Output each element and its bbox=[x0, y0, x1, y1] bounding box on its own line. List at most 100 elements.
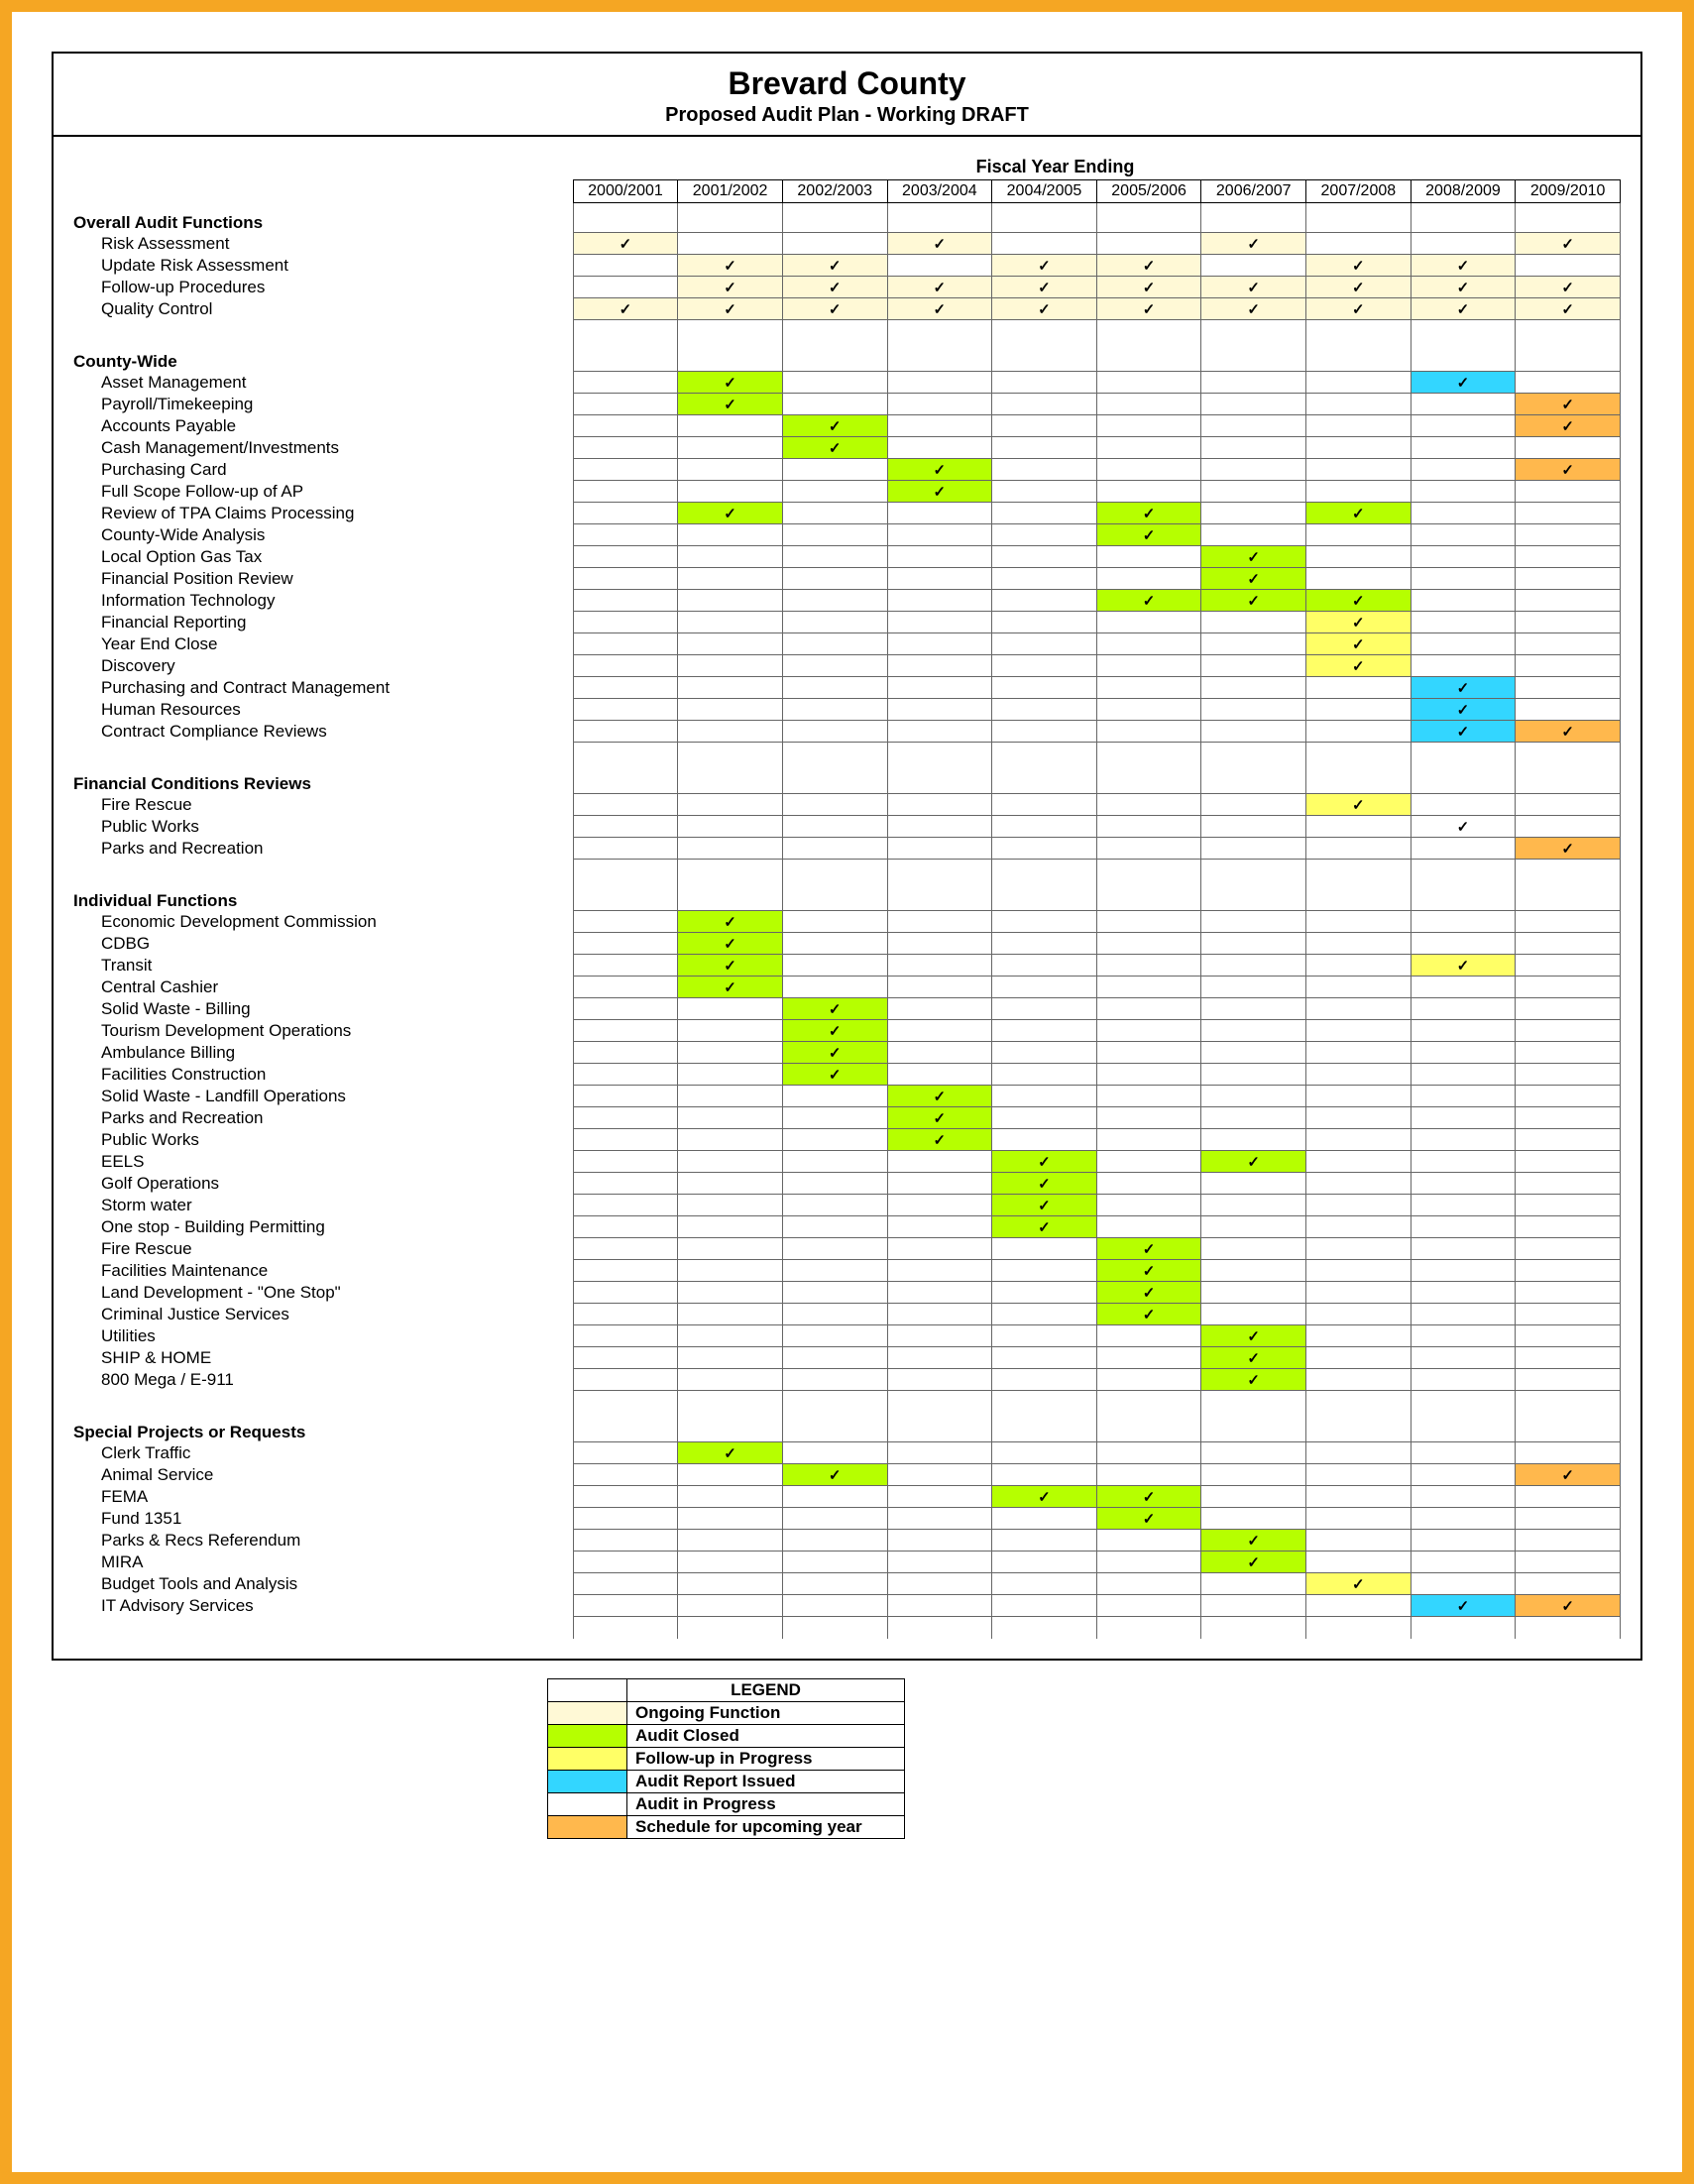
grid-cell bbox=[573, 1260, 678, 1282]
checkmark-icon: ✓ bbox=[1457, 819, 1470, 836]
grid-cell bbox=[782, 1325, 887, 1347]
grid-cell: ✓ bbox=[992, 1195, 1097, 1216]
row-label: County-Wide Analysis bbox=[73, 524, 573, 546]
grid-cell: ✓ bbox=[782, 1042, 887, 1064]
grid-cell bbox=[573, 590, 678, 612]
grid-cell bbox=[1411, 838, 1516, 860]
grid-cell bbox=[1306, 1216, 1412, 1238]
grid-cell bbox=[573, 1195, 678, 1216]
grid-cell bbox=[1411, 1173, 1516, 1195]
grid-cell bbox=[992, 794, 1097, 816]
grid-cell bbox=[573, 1238, 678, 1260]
grid-cell bbox=[992, 1282, 1097, 1304]
legend-swatch bbox=[548, 1815, 627, 1838]
grid-cell bbox=[1516, 955, 1621, 977]
grid-cell bbox=[1201, 1508, 1306, 1530]
grid-cell: ✓ bbox=[887, 298, 992, 320]
checkmark-icon: ✓ bbox=[1247, 301, 1260, 318]
grid-cell bbox=[573, 838, 678, 860]
checkmark-icon: ✓ bbox=[1038, 1154, 1051, 1171]
grid-cell: ✓ bbox=[782, 1464, 887, 1486]
grid-cell bbox=[573, 568, 678, 590]
grid-cell bbox=[1306, 955, 1412, 977]
grid-cell bbox=[1516, 1064, 1621, 1086]
legend-swatch bbox=[548, 1724, 627, 1747]
legend-swatch bbox=[548, 1770, 627, 1792]
grid-cell bbox=[1411, 1195, 1516, 1216]
checkmark-icon: ✓ bbox=[1038, 1219, 1051, 1236]
checkmark-icon: ✓ bbox=[724, 914, 736, 931]
grid-cell: ✓ bbox=[782, 298, 887, 320]
year-header: 2006/2007 bbox=[1201, 180, 1306, 203]
grid-cell bbox=[678, 1042, 783, 1064]
grid-cell bbox=[992, 1064, 1097, 1086]
grid-cell bbox=[1201, 1195, 1306, 1216]
grid-cell bbox=[573, 816, 678, 838]
grid-cell bbox=[1096, 1442, 1201, 1464]
grid-cell bbox=[1096, 998, 1201, 1020]
row-label: Solid Waste - Billing bbox=[73, 998, 573, 1020]
grid-cell bbox=[782, 655, 887, 677]
grid-cell bbox=[1516, 503, 1621, 524]
grid-cell bbox=[678, 998, 783, 1020]
grid-cell bbox=[1096, 1216, 1201, 1238]
legend-label: Audit Report Issued bbox=[627, 1770, 905, 1792]
grid-cell bbox=[887, 998, 992, 1020]
grid-cell bbox=[782, 1304, 887, 1325]
grid-cell bbox=[678, 1530, 783, 1552]
grid-cell bbox=[1306, 1086, 1412, 1107]
grid-cell bbox=[1306, 546, 1412, 568]
section-header: Overall Audit Functions bbox=[73, 203, 573, 233]
grid-cell bbox=[1096, 1129, 1201, 1151]
row-label: Full Scope Follow-up of AP bbox=[73, 481, 573, 503]
grid-cell bbox=[573, 546, 678, 568]
grid-cell bbox=[782, 1486, 887, 1508]
checkmark-icon: ✓ bbox=[1038, 258, 1051, 275]
checkmark-icon: ✓ bbox=[724, 280, 736, 296]
grid-cell bbox=[1201, 1282, 1306, 1304]
grid-cell bbox=[1096, 977, 1201, 998]
grid-cell bbox=[1201, 524, 1306, 546]
document-border: Brevard County Proposed Audit Plan - Wor… bbox=[52, 52, 1642, 1661]
row-label: EELS bbox=[73, 1151, 573, 1173]
grid-cell: ✓ bbox=[1096, 503, 1201, 524]
grid-cell bbox=[1411, 1486, 1516, 1508]
grid-cell bbox=[573, 1020, 678, 1042]
grid-cell bbox=[992, 933, 1097, 955]
grid-cell bbox=[782, 977, 887, 998]
grid-cell bbox=[782, 1552, 887, 1573]
legend-swatch bbox=[548, 1747, 627, 1770]
row-label: Fire Rescue bbox=[73, 794, 573, 816]
grid-cell bbox=[678, 612, 783, 633]
grid-cell bbox=[887, 1282, 992, 1304]
checkmark-icon: ✓ bbox=[1143, 593, 1156, 610]
row-label: Contract Compliance Reviews bbox=[73, 721, 573, 743]
grid-cell bbox=[1096, 1530, 1201, 1552]
grid-cell bbox=[573, 1573, 678, 1595]
grid-cell: ✓ bbox=[887, 1107, 992, 1129]
grid-cell bbox=[573, 699, 678, 721]
grid-cell: ✓ bbox=[1516, 838, 1621, 860]
row-label: Animal Service bbox=[73, 1464, 573, 1486]
grid-cell bbox=[573, 415, 678, 437]
checkmark-icon: ✓ bbox=[1352, 1576, 1365, 1593]
grid-cell bbox=[1201, 372, 1306, 394]
row-label: Review of TPA Claims Processing bbox=[73, 503, 573, 524]
grid-cell: ✓ bbox=[1516, 298, 1621, 320]
grid-cell bbox=[1516, 568, 1621, 590]
grid-cell bbox=[992, 1552, 1097, 1573]
grid-cell bbox=[887, 1216, 992, 1238]
grid-cell: ✓ bbox=[1306, 655, 1412, 677]
grid-cell bbox=[887, 677, 992, 699]
grid-cell bbox=[1201, 655, 1306, 677]
grid-cell bbox=[782, 1369, 887, 1391]
grid-cell bbox=[887, 633, 992, 655]
grid-cell bbox=[992, 1347, 1097, 1369]
grid-cell bbox=[1306, 1107, 1412, 1129]
grid-cell bbox=[992, 977, 1097, 998]
grid-cell: ✓ bbox=[992, 298, 1097, 320]
grid-cell bbox=[1411, 546, 1516, 568]
grid-cell bbox=[678, 1304, 783, 1325]
grid-cell bbox=[1411, 1151, 1516, 1173]
row-label: Utilities bbox=[73, 1325, 573, 1347]
